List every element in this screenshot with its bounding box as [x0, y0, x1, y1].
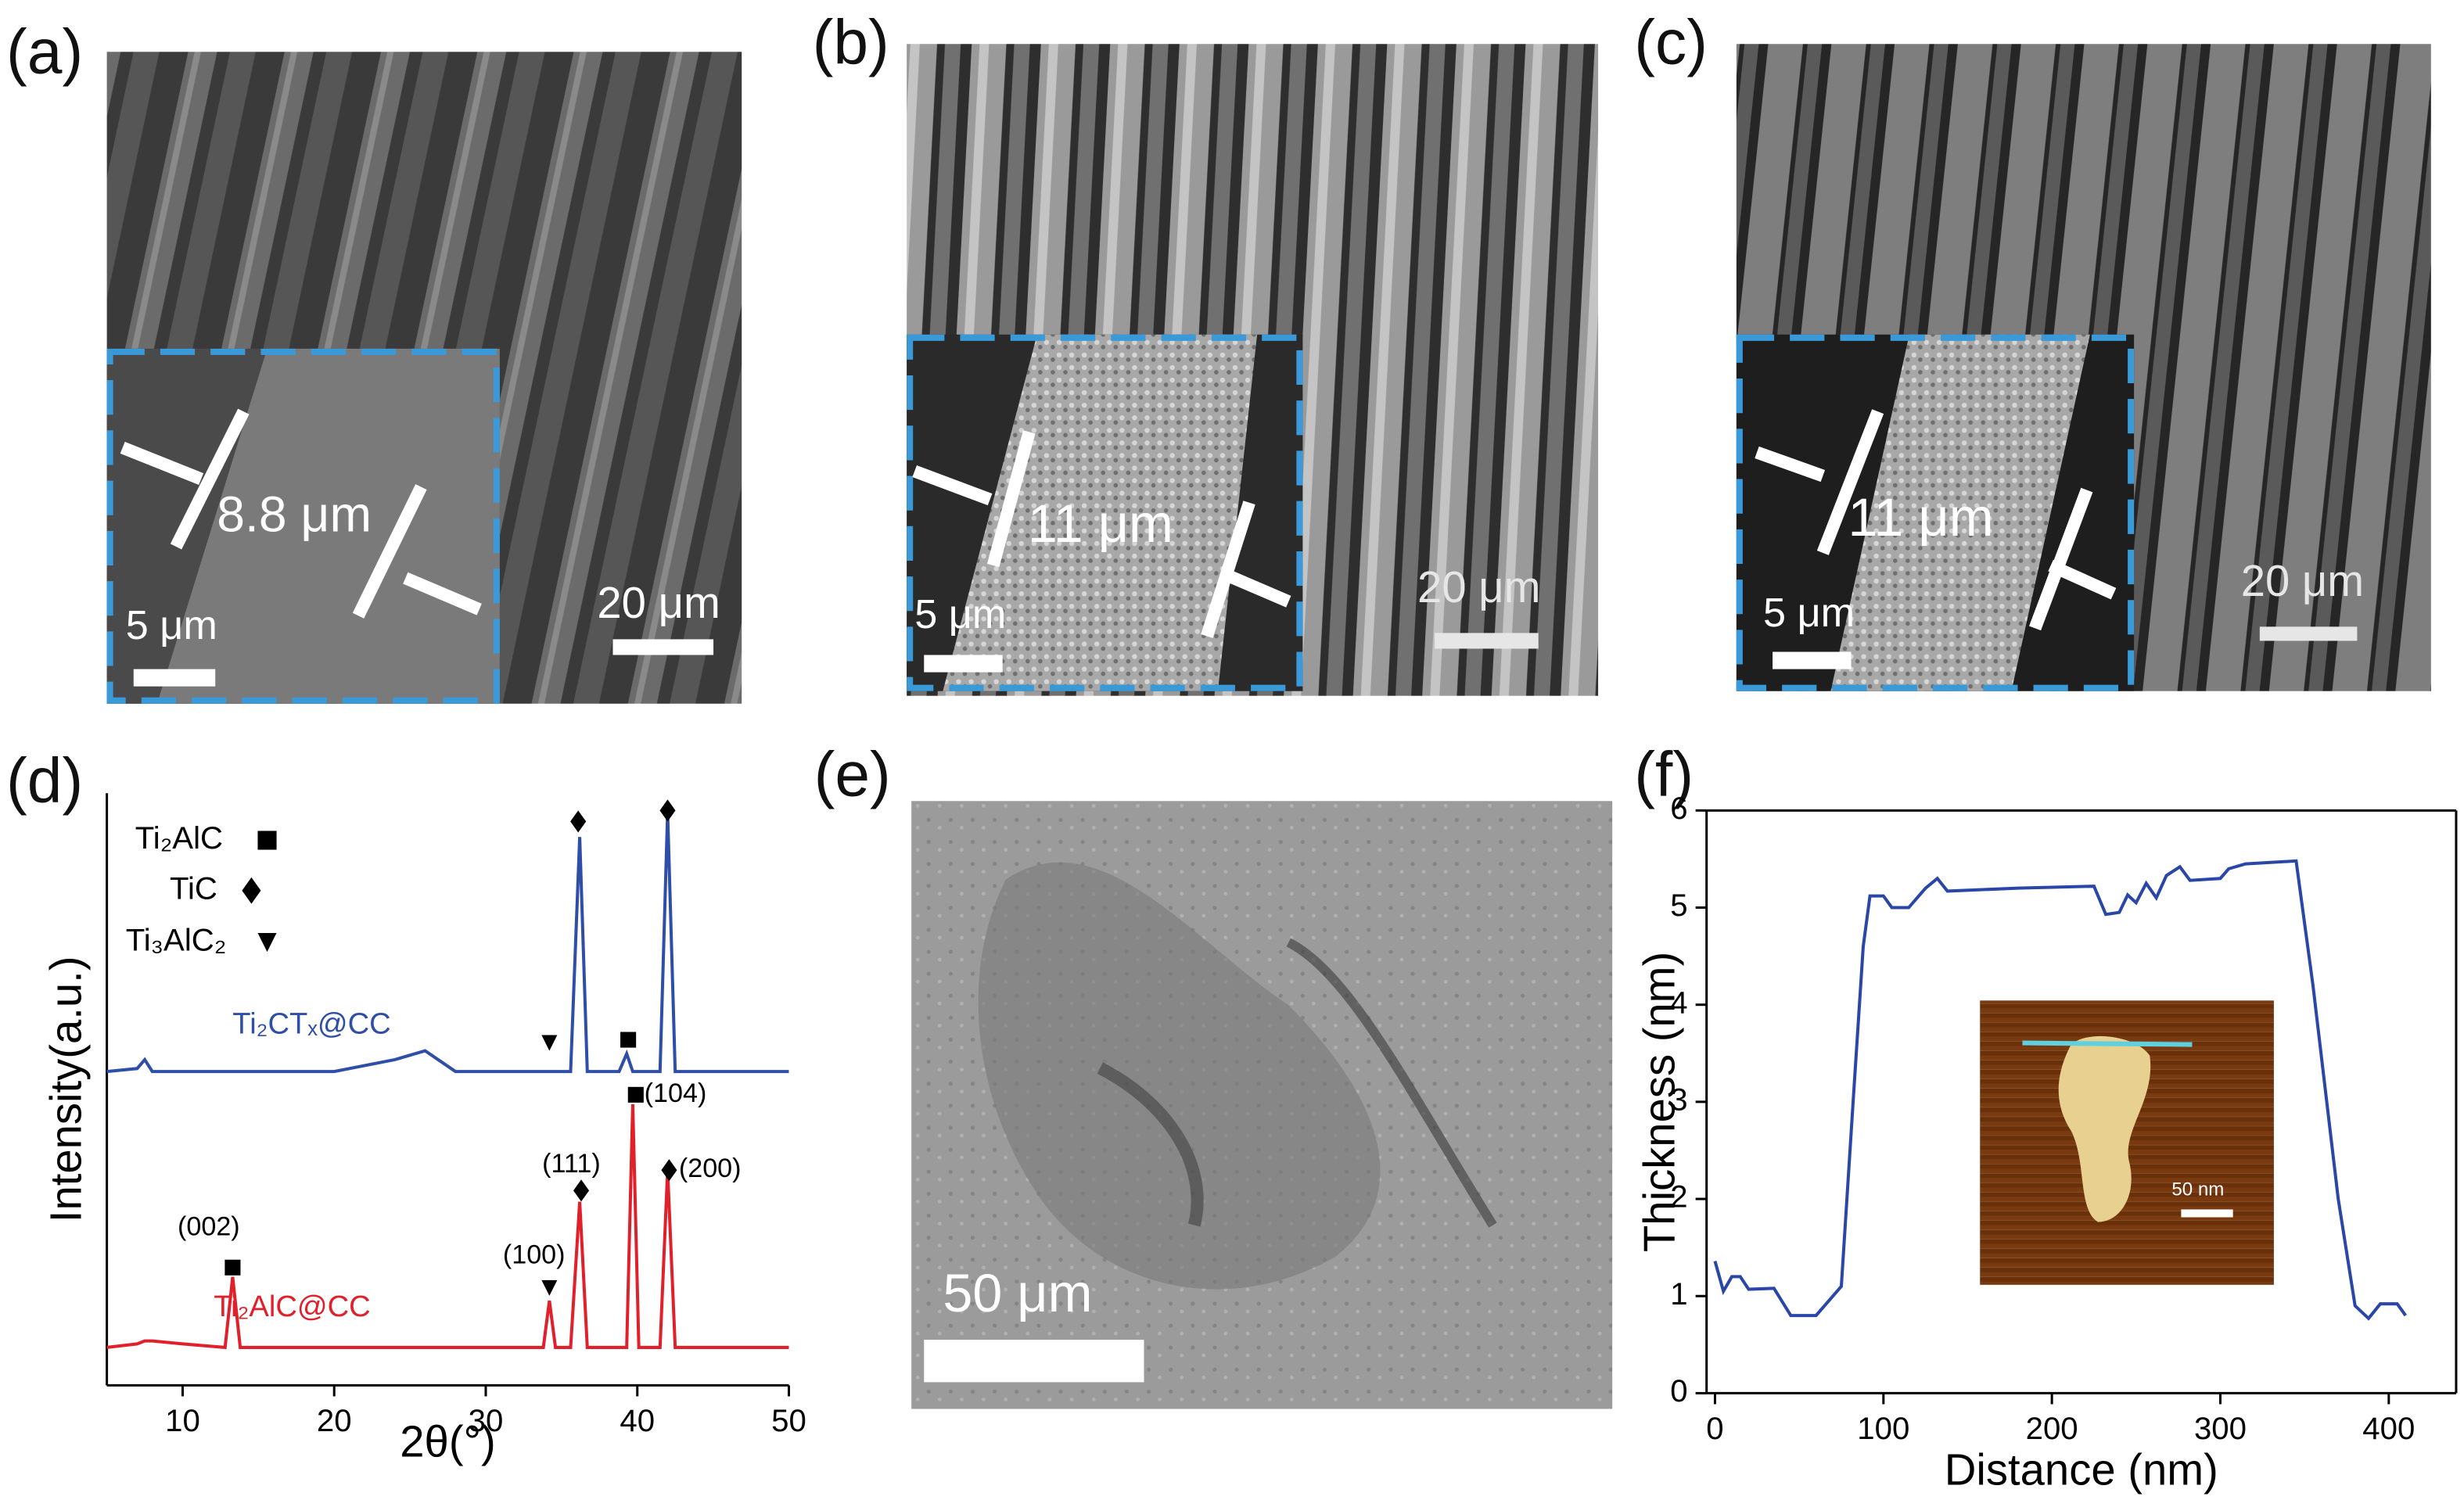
x-tick-label: 200 [2026, 1411, 2078, 1446]
panel-label: (b) [813, 7, 889, 77]
panel-label: (d) [6, 745, 83, 816]
phase-marker [620, 1032, 637, 1048]
measurement: 11 μm [1028, 494, 1173, 554]
phase-marker [257, 831, 277, 850]
scale-bar [612, 639, 714, 655]
measure-bar [2029, 487, 2093, 631]
scale-bar [133, 669, 216, 687]
xrd-chart: 10 20 30 40 50 2θ(°) Intensity(a.u.) Ti₂AlC TiC T… [41, 793, 806, 1466]
panel-label: (a) [6, 17, 83, 88]
x-axis-title: 2θ(°) [400, 1417, 496, 1466]
arrow [912, 465, 993, 506]
flake-edge [1286, 938, 1497, 1228]
flake [978, 862, 1381, 1290]
inset-scale-label: 50 nm [2171, 1179, 2224, 1200]
scale-bar [924, 655, 1003, 673]
phase-marker [573, 1179, 590, 1202]
x-tick-label: 400 [2362, 1411, 2415, 1446]
panel-label: (f) [1634, 739, 1694, 809]
legend-label: TiC [170, 870, 217, 906]
y-axis-title: Thickness (nm) [1634, 952, 1683, 1252]
phase-marker [541, 1279, 558, 1296]
scale-bar [2259, 626, 2358, 641]
y-axis-title: Intensity(a.u.) [41, 956, 90, 1222]
thickness-chart: 0 100 200 300 400 0 1 2 3 4 5 6 Distance (nm) Thickne… [1634, 791, 2458, 1495]
flake-edge [1097, 1062, 1204, 1227]
phase-marker [659, 799, 676, 822]
peak-label: (002) [178, 1212, 240, 1242]
panel-label: (c) [1634, 7, 1708, 77]
measure-bar [1816, 409, 1884, 555]
measure-bar [352, 484, 427, 619]
peak-label: (100) [503, 1240, 566, 1270]
scale-label: 50 μm [943, 1264, 1092, 1323]
phase-marker [661, 1159, 677, 1182]
peak-label: (111) [542, 1149, 601, 1179]
phase-marker [242, 877, 261, 904]
measurement: 11 μm [1848, 488, 1994, 547]
scale-bar [1773, 651, 1852, 669]
inset-scale-label: 5 μm [126, 603, 217, 648]
x-tick-label: 300 [2194, 1411, 2247, 1446]
inset-fiber [156, 348, 500, 704]
y-tick-label: 4 [1670, 985, 1687, 1020]
x-tick-label: 100 [1857, 1411, 1909, 1446]
phase-marker [224, 1259, 241, 1276]
scale-bar [2181, 1209, 2233, 1218]
series-label: Ti₂AlC@CC [214, 1290, 371, 1323]
phase-marker [257, 932, 277, 953]
scale-bar [1435, 633, 1539, 649]
phase-marker [570, 810, 587, 833]
measurement: 8.8 μm [217, 486, 372, 543]
x-tick-label: 10 [165, 1403, 200, 1438]
y-tick-label: 3 [1670, 1082, 1687, 1117]
phase-marker [627, 1086, 644, 1103]
y-tick-label: 0 [1670, 1373, 1687, 1408]
inset-fiber [943, 334, 1258, 691]
x-axis-title: Distance (nm) [1945, 1445, 2218, 1495]
arrow [403, 572, 482, 615]
y-tick-label: 6 [1670, 791, 1687, 826]
y-tick-label: 1 [1670, 1276, 1687, 1312]
peak-label: (104) [645, 1078, 707, 1108]
series-label: Ti₂CTₓ@CC [232, 1007, 390, 1041]
x-tick-label: 40 [620, 1403, 655, 1438]
legend-label: Ti₂AlC [135, 820, 223, 856]
peak-label: (200) [679, 1154, 742, 1183]
data-line [106, 1103, 789, 1350]
data-line [106, 812, 789, 1074]
afm-flake [2058, 1035, 2151, 1222]
phase-marker [541, 1035, 558, 1051]
data-line [1713, 859, 2407, 1321]
inset-fiber [1830, 334, 2090, 691]
arrow [1219, 567, 1291, 608]
scale-label: 20 μm [1417, 562, 1540, 612]
y-tick-label: 5 [1670, 888, 1687, 923]
arrow [120, 441, 204, 486]
measure-bar [170, 408, 250, 550]
afm-inset: 50 nm [1980, 1000, 2274, 1285]
x-tick-label: 30 [469, 1403, 504, 1438]
inset-frame [106, 348, 500, 704]
measure-bar [986, 430, 1036, 568]
inset-scale-label: 5 μm [914, 592, 1006, 637]
arrow [2048, 559, 2117, 600]
inset-frame [1736, 334, 2135, 691]
scale-bar [924, 1340, 1144, 1383]
arrow [1755, 446, 1826, 483]
scale-label: 20 μm [2241, 556, 2364, 605]
inset-frame [907, 334, 1303, 691]
y-tick-label: 2 [1670, 1179, 1687, 1215]
inset-scale-label: 5 μm [1763, 590, 1855, 636]
x-tick-label: 50 [771, 1403, 806, 1438]
legend-label: Ti₃AlC₂ [126, 923, 227, 958]
x-tick-label: 0 [1706, 1411, 1723, 1446]
scale-label: 20 μm [597, 578, 720, 627]
profile-line [2022, 1040, 2193, 1047]
x-tick-label: 20 [317, 1403, 352, 1438]
panel-label: (e) [814, 739, 891, 809]
